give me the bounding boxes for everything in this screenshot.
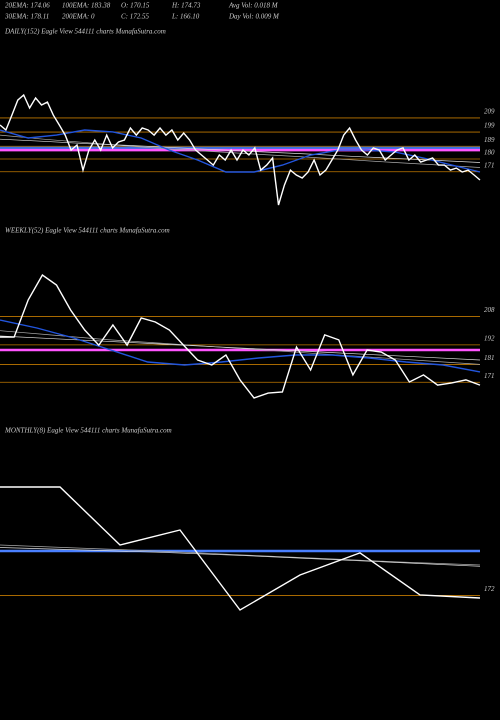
header-stat: 30EMA: 178.11 <box>4 13 49 21</box>
y-tick-label: 172 <box>484 585 495 593</box>
series-line <box>0 273 481 399</box>
header-stat: Day Vol: 0.009 M <box>228 13 280 21</box>
header-stat: C: 172.55 <box>121 13 150 21</box>
header-stat: H: 174.73 <box>171 2 201 10</box>
header-stat: 20EMA: 174.06 <box>5 2 50 10</box>
y-tick-label: 209 <box>484 108 495 116</box>
series-line <box>0 319 481 373</box>
y-tick-label: 171 <box>484 372 495 380</box>
series-line <box>0 547 481 567</box>
y-tick-label: 192 <box>484 334 495 342</box>
series-line <box>0 129 481 173</box>
series-line <box>0 544 481 566</box>
header-stat: 100EMA: 183.38 <box>62 2 111 10</box>
series-line <box>0 486 481 611</box>
y-tick-label: 199 <box>484 122 495 130</box>
chart-title: WEEKLY(52) Eagle View 544111 charts Muna… <box>5 227 170 235</box>
header-stat: Avg Vol: 0.018 M <box>228 2 279 10</box>
y-tick-label: 171 <box>484 161 495 169</box>
series-line <box>0 138 481 163</box>
chart-title: MONTHLY(8) Eagle View 544111 charts Muna… <box>4 427 172 435</box>
y-tick-label: 189 <box>484 136 495 144</box>
series-line <box>0 93 481 206</box>
header-stat: 200EMA: 0 <box>62 13 95 21</box>
y-tick-label: 181 <box>484 354 495 362</box>
chart-title: DAILY(152) Eagle View 544111 charts Muna… <box>4 28 166 36</box>
y-tick-label: 208 <box>484 306 495 314</box>
header-stat: O: 170.15 <box>121 2 150 10</box>
series-line <box>0 335 481 361</box>
y-tick-label: 180 <box>484 149 495 157</box>
series-line <box>0 134 481 168</box>
header-stat: L: 166.10 <box>171 13 200 21</box>
series-line <box>0 330 481 365</box>
